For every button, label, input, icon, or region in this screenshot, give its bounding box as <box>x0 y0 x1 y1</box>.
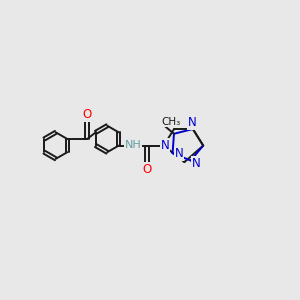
Text: N: N <box>175 147 183 160</box>
Text: CH₃: CH₃ <box>161 117 180 127</box>
Text: N: N <box>188 116 197 129</box>
Text: N: N <box>192 157 201 170</box>
Text: NH: NH <box>124 140 141 150</box>
Text: O: O <box>82 108 92 121</box>
Text: O: O <box>142 163 152 176</box>
Text: N: N <box>161 139 170 152</box>
